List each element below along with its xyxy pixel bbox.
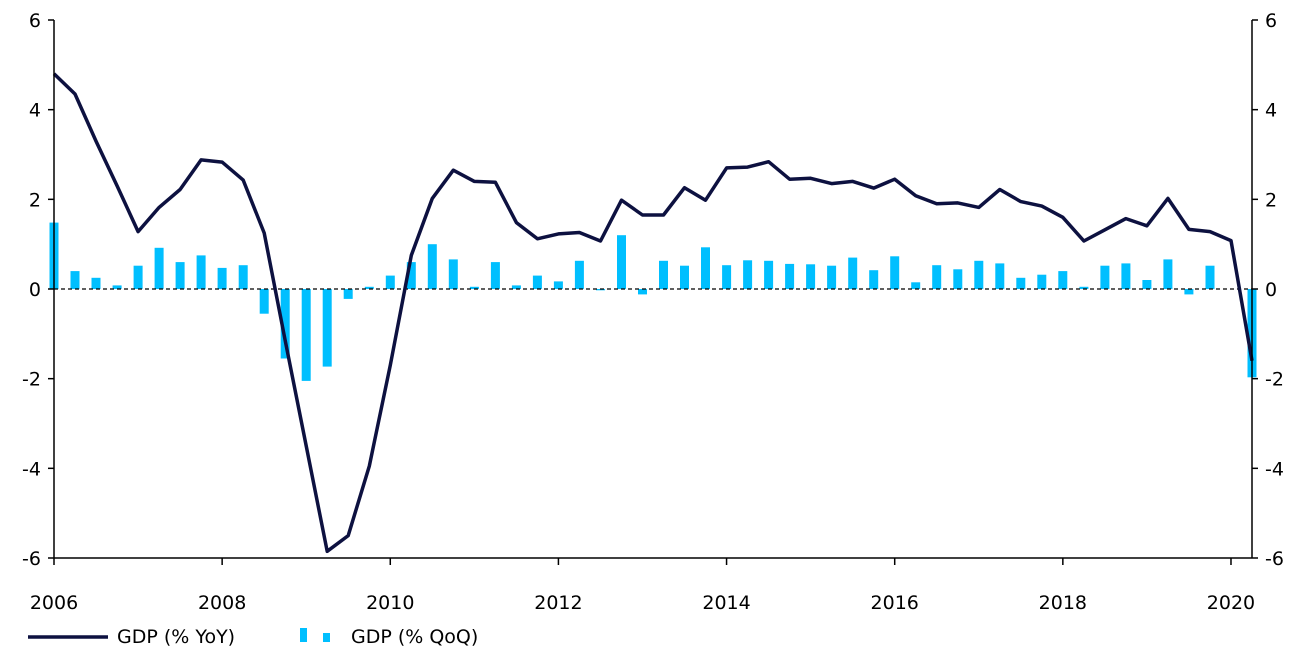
qoq-bar (953, 269, 963, 289)
qoq-bar (1058, 271, 1068, 289)
x-tick-label: 2006 (30, 592, 78, 614)
qoq-bar (1100, 265, 1110, 289)
qoq-bar (1016, 277, 1026, 289)
qoq-bar (532, 275, 542, 289)
y-tick-label-left: 4 (29, 100, 41, 122)
qoq-bar (869, 270, 879, 289)
qoq-bar (343, 289, 353, 299)
qoq-bar (911, 282, 921, 289)
qoq-bar (70, 271, 80, 289)
qoq-bar (1163, 259, 1173, 289)
qoq-bar (764, 260, 774, 289)
qoq-bar (1037, 274, 1047, 289)
qoq-bar (995, 263, 1005, 289)
qoq-bar (574, 260, 584, 289)
y-tick-label-right: 2 (1265, 189, 1277, 211)
qoq-bar (196, 255, 206, 289)
legend-label-yoy: GDP (% YoY) (117, 626, 235, 648)
legend-bar-swatch (323, 633, 330, 642)
y-tick-label-right: 0 (1265, 279, 1277, 301)
qoq-bar (448, 259, 458, 289)
x-tick-label: 2012 (534, 592, 582, 614)
qoq-bar (511, 285, 521, 289)
qoq-bar (680, 265, 689, 289)
qoq-bar (91, 277, 101, 289)
qoq-bar (301, 289, 311, 381)
qoq-bars (49, 222, 1257, 381)
qoq-bar (1142, 280, 1152, 289)
qoq-bar (364, 286, 374, 289)
legend-label-qoq: GDP (% QoQ) (351, 626, 478, 648)
axes: 6 6 4 4 2 2 0 0 -2 -2 -4 -4 -6 -6 2006 2008 2010 2012 2014… (22, 10, 1284, 614)
y-tick-label-left: 6 (29, 10, 41, 32)
y-tick-label-left: -6 (22, 548, 41, 570)
qoq-bar (175, 262, 185, 289)
qoq-bar (596, 289, 605, 291)
qoq-bar (1121, 263, 1131, 289)
qoq-bar (785, 263, 795, 289)
qoq-bar (406, 262, 416, 289)
qoq-bar (469, 286, 479, 289)
x-tick-label: 2014 (702, 592, 750, 614)
x-tick-label: 2020 (1207, 592, 1255, 614)
qoq-bar (617, 235, 626, 289)
qoq-bar (1184, 289, 1194, 295)
qoq-bar (112, 285, 122, 289)
y-tick-label-left: -2 (22, 369, 41, 391)
qoq-bar (133, 265, 143, 289)
qoq-bar (1079, 286, 1089, 289)
qoq-bar (238, 265, 248, 289)
y-tick-label-right: 6 (1265, 10, 1277, 32)
qoq-bar (827, 265, 837, 289)
qoq-bar (743, 260, 753, 289)
qoq-bar (217, 267, 227, 289)
x-tick-label: 2008 (198, 592, 246, 614)
y-tick-label-left: 0 (29, 279, 41, 301)
qoq-bar (722, 265, 732, 289)
qoq-bar (974, 260, 984, 289)
legend-bar-swatch (300, 628, 307, 642)
y-tick-label-right: -4 (1265, 458, 1284, 480)
yoy-line (52, 72, 1254, 554)
qoq-bar (427, 244, 437, 289)
y-tick-label-left: 2 (29, 189, 41, 211)
legend: GDP (% YoY) GDP (% QoQ) (28, 626, 478, 648)
x-tick-label: 2018 (1039, 592, 1087, 614)
qoq-bar (890, 256, 900, 289)
qoq-bar (638, 289, 647, 295)
qoq-bar (385, 275, 395, 289)
qoq-bar (806, 264, 816, 289)
y-tick-label-right: -2 (1265, 369, 1284, 391)
qoq-bar (154, 247, 164, 289)
qoq-bar (701, 247, 710, 289)
qoq-bar (259, 289, 269, 314)
qoq-bar (553, 281, 563, 289)
x-tick-label: 2010 (366, 592, 414, 614)
qoq-bar (322, 289, 332, 367)
qoq-bar (1205, 265, 1215, 289)
x-tick-label: 2016 (871, 592, 919, 614)
qoq-bar (659, 260, 668, 289)
y-tick-label-left: -4 (22, 458, 41, 480)
y-tick-label-right: 4 (1265, 100, 1277, 122)
qoq-bar (490, 262, 500, 289)
qoq-bar (280, 289, 290, 359)
qoq-bar (848, 257, 858, 289)
qoq-bar (932, 265, 942, 289)
y-tick-label-right: -6 (1265, 548, 1284, 570)
